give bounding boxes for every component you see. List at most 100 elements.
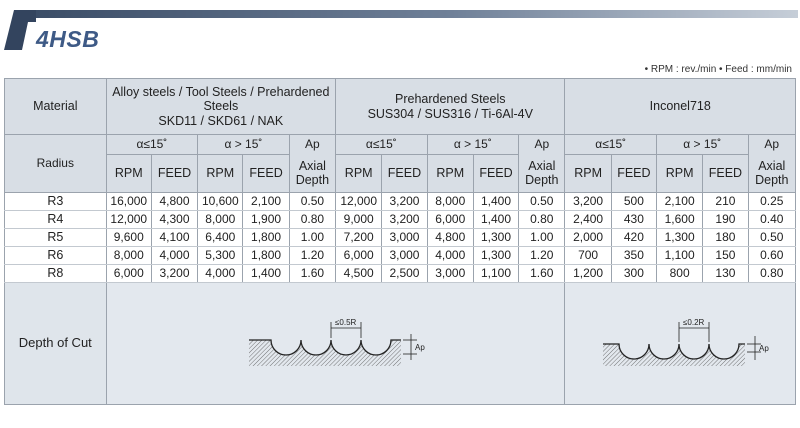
value-cell: 0.50 bbox=[747, 228, 797, 247]
angle-low-header: α≤15˚ bbox=[335, 134, 428, 155]
value-cell: 4,800 bbox=[150, 192, 199, 211]
value-cell: 1,100 bbox=[472, 264, 520, 283]
axial-depth-header: Axial Depth bbox=[288, 154, 337, 193]
value-cell: 2,000 bbox=[564, 228, 612, 247]
value-cell: 0.60 bbox=[747, 246, 797, 265]
value-cell: 8,000 bbox=[105, 246, 152, 265]
material-header: Material bbox=[4, 78, 107, 135]
radius-cell: R6 bbox=[4, 246, 107, 265]
depth-of-cut-label: Depth of Cut bbox=[4, 282, 107, 405]
feed-header: FEED bbox=[242, 154, 290, 193]
value-cell: 6,400 bbox=[197, 228, 244, 247]
value-cell: 500 bbox=[610, 192, 658, 211]
pitch-label: ≤0.2R bbox=[683, 318, 705, 327]
value-cell: 210 bbox=[702, 192, 749, 211]
group-header-alloy-steels: Alloy steels / Tool Steels / Prehardened… bbox=[105, 78, 337, 135]
value-cell: 6,000 bbox=[105, 264, 152, 283]
pitch-label: ≤0.5R bbox=[335, 318, 357, 327]
rpm-header: RPM bbox=[564, 154, 612, 193]
table-row: R3 16,000 4,800 10,600 2,100 0.50 12,000 3,200 8… bbox=[4, 192, 797, 211]
depth-of-cut-diagram-steels: ≤0.5R Ap bbox=[105, 282, 566, 405]
value-cell: 3,000 bbox=[381, 228, 428, 247]
page-title: 4HSB bbox=[36, 26, 100, 52]
value-cell: 6,000 bbox=[426, 210, 474, 229]
rpm-header: RPM bbox=[105, 154, 152, 193]
group-1-line-1: Alloy steels / Tool Steels / Prehardened bbox=[112, 84, 330, 99]
value-cell: 1,100 bbox=[655, 246, 704, 265]
group-2-line-2: SUS304 / SUS316 / Ti-6Al-4V bbox=[367, 106, 533, 121]
ap-label: Ap bbox=[415, 343, 425, 352]
value-cell: 300 bbox=[610, 264, 658, 283]
value-cell: 3,000 bbox=[426, 264, 474, 283]
value-cell: 2,100 bbox=[242, 192, 290, 211]
value-cell: 130 bbox=[702, 264, 749, 283]
angle-low-header: α≤15˚ bbox=[105, 134, 199, 155]
depth-of-cut-diagram-inconel: ≤0.2R Ap bbox=[564, 282, 796, 405]
value-cell: 4,100 bbox=[150, 228, 199, 247]
value-cell: 1,400 bbox=[242, 264, 290, 283]
value-cell: 4,000 bbox=[426, 246, 474, 265]
value-cell: 2,500 bbox=[381, 264, 428, 283]
feed-header: FEED bbox=[472, 154, 520, 193]
value-cell: 4,300 bbox=[150, 210, 199, 229]
radius-cell: R3 bbox=[4, 192, 107, 211]
value-cell: 10,600 bbox=[197, 192, 244, 211]
value-cell: 1,800 bbox=[242, 246, 290, 265]
rpm-header: RPM bbox=[335, 154, 383, 193]
value-cell: 6,000 bbox=[335, 246, 383, 265]
header-band: 4HSB bbox=[0, 4, 800, 52]
ap-header: Ap bbox=[288, 134, 337, 155]
group-3-line-1: Inconel718 bbox=[649, 99, 711, 114]
feed-header: FEED bbox=[702, 154, 749, 193]
value-cell: 430 bbox=[610, 210, 658, 229]
axial-depth-header: Axial Depth bbox=[518, 154, 566, 193]
value-cell: 1,600 bbox=[655, 210, 704, 229]
value-cell: 12,000 bbox=[105, 210, 152, 229]
units-note: • RPM : rev./min • Feed : mm/min bbox=[644, 64, 792, 75]
value-cell: 8,000 bbox=[197, 210, 244, 229]
feed-header: FEED bbox=[381, 154, 428, 193]
value-cell: 5,300 bbox=[197, 246, 244, 265]
radius-header: Radius bbox=[4, 134, 107, 193]
value-cell: 1.00 bbox=[288, 228, 337, 247]
radius-cell: R5 bbox=[4, 228, 107, 247]
value-cell: 1,400 bbox=[472, 210, 520, 229]
value-cell: 9,000 bbox=[335, 210, 383, 229]
table-row: R8 6,000 3,200 4,000 1,400 1.60 4,500 2,500 3,00… bbox=[4, 264, 797, 283]
value-cell: 1,300 bbox=[655, 228, 704, 247]
value-cell: 190 bbox=[702, 210, 749, 229]
workpiece-hatch bbox=[248, 339, 401, 366]
value-cell: 3,200 bbox=[150, 264, 199, 283]
value-cell: 350 bbox=[610, 246, 658, 265]
ap-header: Ap bbox=[747, 134, 797, 155]
cutting-conditions-table: Material Alloy steels / Tool Steels / Pr… bbox=[4, 78, 797, 405]
value-cell: 1.20 bbox=[518, 246, 566, 265]
rpm-header: RPM bbox=[426, 154, 474, 193]
value-cell: 700 bbox=[564, 246, 612, 265]
value-cell: 0.40 bbox=[747, 210, 797, 229]
value-cell: 4,500 bbox=[335, 264, 383, 283]
value-cell: 1.60 bbox=[288, 264, 337, 283]
value-cell: 12,000 bbox=[335, 192, 383, 211]
value-cell: 7,200 bbox=[335, 228, 383, 247]
angle-high-header: α > 15˚ bbox=[656, 134, 749, 155]
radius-cell: R4 bbox=[4, 210, 107, 229]
value-cell: 3,200 bbox=[381, 192, 428, 211]
group-1-line-3: SKD11 / SKD61 / NAK bbox=[158, 113, 284, 128]
group-header-inconel: Inconel718 bbox=[564, 78, 796, 135]
value-cell: 0.50 bbox=[518, 192, 566, 211]
value-cell: 4,000 bbox=[150, 246, 199, 265]
radius-cell: R8 bbox=[4, 264, 107, 283]
value-cell: 4,000 bbox=[197, 264, 244, 283]
value-cell: 1,300 bbox=[472, 246, 520, 265]
feed-header: FEED bbox=[610, 154, 658, 193]
value-cell: 0.80 bbox=[288, 210, 337, 229]
rpm-header: RPM bbox=[197, 154, 244, 193]
value-cell: 1.00 bbox=[518, 228, 566, 247]
angle-high-header: α > 15˚ bbox=[426, 134, 520, 155]
scallop-profile bbox=[248, 338, 401, 356]
value-cell: 4,800 bbox=[426, 228, 474, 247]
value-cell: 1.20 bbox=[288, 246, 337, 265]
scallop-diagram-1: ≤0.5R Ap bbox=[248, 318, 425, 366]
feed-header: FEED bbox=[150, 154, 199, 193]
